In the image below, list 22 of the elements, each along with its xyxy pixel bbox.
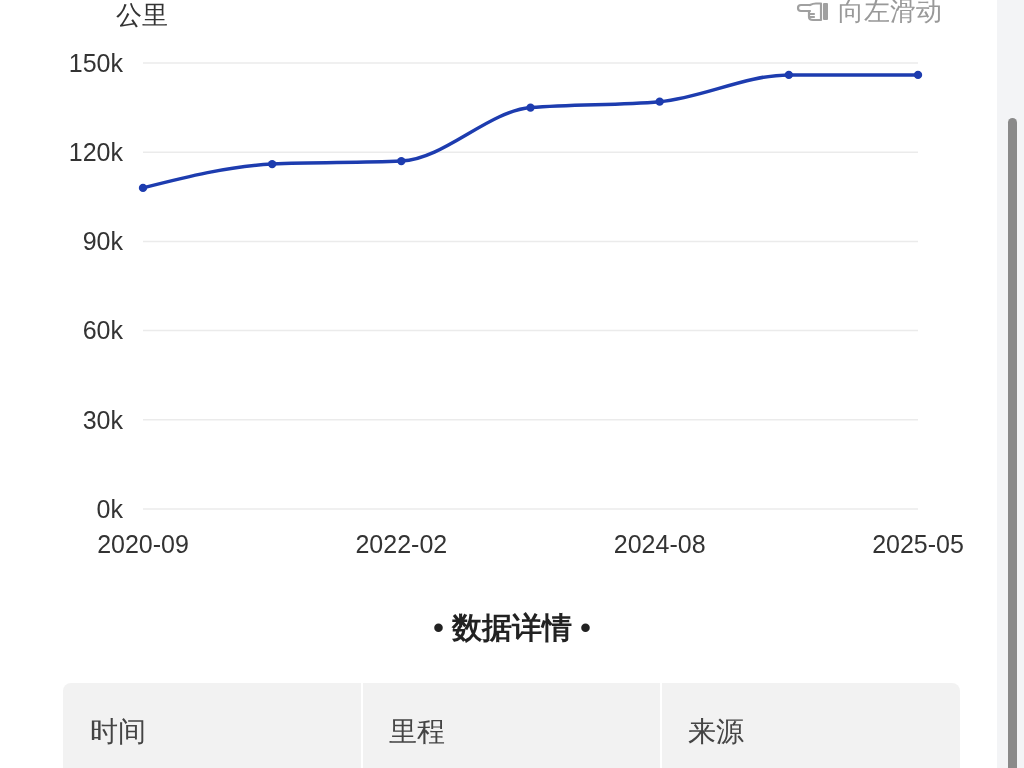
y-tick-label: 0k [96, 494, 124, 523]
text: • 数据详情 • [433, 611, 591, 644]
x-tick-label: 2025-05 [872, 530, 964, 558]
point [526, 103, 535, 112]
point [913, 70, 923, 80]
point [784, 70, 794, 80]
y-tick-label: 60k [82, 316, 124, 345]
y-tick-label: 120k [68, 137, 124, 166]
text: 来源 [688, 716, 744, 747]
y-tick-label: 150k [68, 48, 124, 77]
y-axis-title: 公里 [116, 0, 168, 30]
text: 时间 [90, 716, 146, 747]
y-tick-label: 30k [82, 405, 124, 434]
x-tick-label: 2024-08 [613, 530, 706, 558]
point [655, 97, 664, 106]
x-tick-label: 2022-02 [355, 530, 448, 558]
x-tick-label: 2020-09 [97, 530, 189, 558]
point [397, 156, 406, 166]
point [267, 159, 277, 169]
point [138, 183, 148, 193]
text: 里程 [389, 716, 445, 747]
y-tick-label: 90k [82, 227, 124, 256]
